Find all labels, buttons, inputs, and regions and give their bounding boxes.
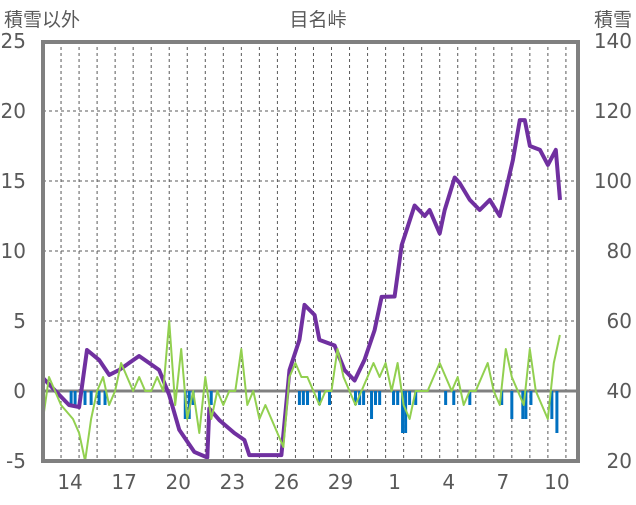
blue-bar <box>392 391 396 405</box>
blue-bar <box>468 391 472 405</box>
blue-bar <box>97 391 101 405</box>
right-tick-label: 100 <box>594 169 632 193</box>
right-tick-label: 140 <box>594 29 632 53</box>
green-series-line <box>42 320 561 462</box>
left-axis-label: 積雪以外 <box>4 9 80 31</box>
right-tick-label: 80 <box>607 239 632 263</box>
x-tick-label: 23 <box>220 470 245 494</box>
right-tick-label: 20 <box>607 449 632 473</box>
blue-bar <box>374 391 378 405</box>
blue-bar <box>510 391 514 419</box>
blue-bar <box>529 391 533 405</box>
blue-bars <box>69 391 559 433</box>
x-tick-label: 7 <box>496 470 509 494</box>
blue-bar <box>555 391 559 433</box>
blue-bar <box>414 391 418 405</box>
blue-bar <box>401 391 405 433</box>
left-tick-label: 5 <box>13 309 26 333</box>
blue-bar <box>353 391 357 405</box>
left-tick-label: 10 <box>1 239 26 263</box>
right-tick-label: 40 <box>607 379 632 403</box>
plot-frame <box>41 40 580 463</box>
blue-bar <box>370 391 374 419</box>
series-lines <box>41 118 562 462</box>
blue-bar <box>89 391 93 405</box>
left-tick-label: 20 <box>1 99 26 123</box>
x-tick-label: 26 <box>274 470 299 494</box>
blue-bar <box>73 391 77 405</box>
snow-depth-line <box>41 118 562 460</box>
blue-bar <box>524 391 528 419</box>
blue-bar <box>452 391 456 405</box>
x-tick-label: 20 <box>166 470 191 494</box>
blue-bar <box>444 391 448 405</box>
blue-bar <box>362 391 366 405</box>
x-tick-label: 1 <box>388 470 401 494</box>
left-tick-label: -5 <box>6 449 26 473</box>
blue-bar <box>69 391 73 405</box>
chart-title: 目名峠 <box>289 9 346 31</box>
left-tick-label: 25 <box>1 29 26 53</box>
blue-bar <box>550 391 554 419</box>
blue-bar <box>317 391 321 405</box>
blue-bar <box>209 391 213 405</box>
blue-bar <box>306 391 310 405</box>
blue-bar <box>83 391 87 405</box>
blue-bar <box>191 391 195 405</box>
blue-bar <box>301 391 305 405</box>
left-tick-label: 0 <box>13 379 26 403</box>
x-tick-label: 4 <box>442 470 455 494</box>
x-tick-label: 17 <box>111 470 136 494</box>
x-tick-label: 29 <box>328 470 353 494</box>
left-tick-label: 15 <box>1 169 26 193</box>
blue-bar <box>103 391 107 405</box>
right-tick-label: 120 <box>594 99 632 123</box>
right-axis-label: 積雪 <box>594 9 632 31</box>
blue-bar <box>500 391 504 405</box>
blue-bar <box>408 391 412 405</box>
right-tick-label: 60 <box>607 309 632 333</box>
blue-bar <box>358 391 362 405</box>
blue-bar <box>328 391 332 405</box>
x-tick-label: 10 <box>544 470 569 494</box>
blue-bar <box>378 391 382 405</box>
x-tick-label: 14 <box>57 470 82 494</box>
blue-bar <box>396 391 400 405</box>
blue-bar <box>297 391 301 405</box>
